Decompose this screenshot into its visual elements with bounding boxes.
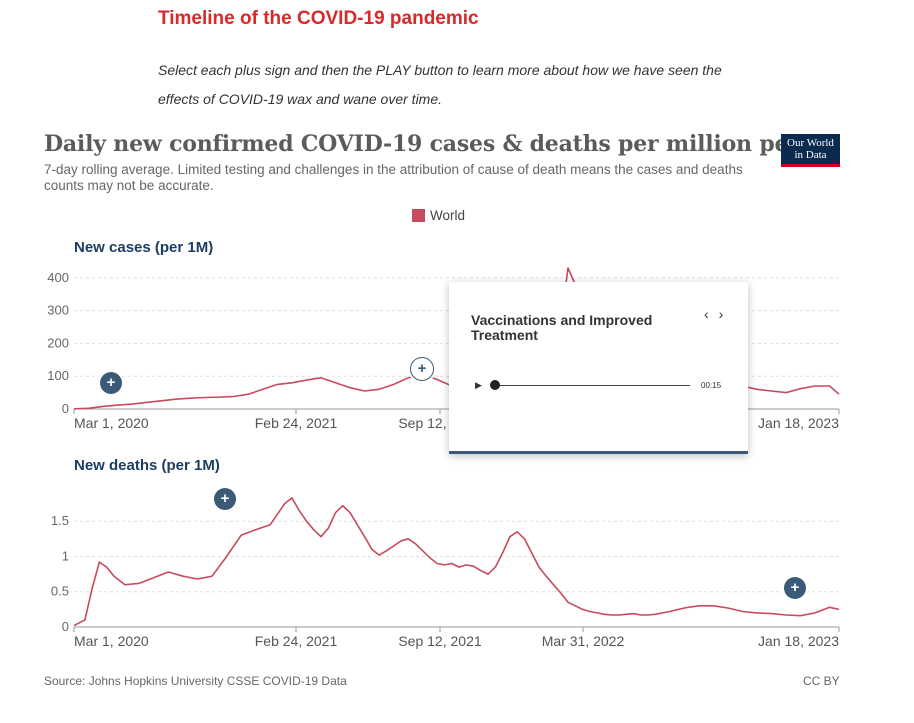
chart-subtitle: 7-day rolling average. Limited testing a… [44, 162, 743, 193]
legend-swatch-world [412, 209, 425, 222]
play-button[interactable]: ▶ [475, 380, 482, 390]
audio-progress-track[interactable] [495, 385, 690, 386]
x-tick-label: Sep 12, 2021 [398, 633, 482, 649]
audio-scrubber-handle[interactable] [490, 380, 500, 390]
y-tick-label: 300 [47, 303, 69, 318]
x-tick-label: Feb 24, 2021 [255, 633, 338, 649]
x-tick-label: Mar 1, 2020 [74, 633, 149, 649]
hotspot-plus-button-1[interactable]: + [100, 372, 122, 394]
series-line-world [73, 497, 840, 627]
popup-title: Vaccinations and Improved Treatment [471, 312, 653, 343]
y-tick-label: 200 [47, 335, 69, 350]
info-popup: Vaccinations and Improved Treatment ‹ › … [449, 282, 748, 454]
hotspot-plus-button-4[interactable]: + [784, 577, 806, 599]
license-link[interactable]: CC BY [803, 674, 840, 688]
y-tick-label: 0 [62, 401, 69, 416]
source-note: Source: Johns Hopkins University CSSE CO… [44, 674, 347, 688]
deaths-panel-title: New deaths (per 1M) [74, 457, 220, 474]
y-tick-label: 0.5 [51, 584, 69, 599]
popup-nav: ‹ › [704, 306, 729, 322]
legend[interactable]: World [412, 208, 465, 223]
x-tick-label: Mar 1, 2020 [74, 415, 149, 431]
audio-time: 00:15 [701, 381, 722, 390]
x-tick-label: Jan 18, 2023 [758, 633, 839, 649]
y-tick-label: 1 [62, 548, 69, 563]
chart-title: Daily new confirmed COVID-19 cases & dea… [44, 131, 840, 157]
logo-line-2: in Data [794, 149, 827, 161]
x-tick-label: Jan 18, 2023 [758, 415, 839, 431]
x-tick-label: Feb 24, 2021 [255, 415, 338, 431]
next-arrow-icon[interactable]: › [718, 306, 724, 322]
y-tick-label: 1.5 [51, 513, 69, 528]
page-heading: Timeline of the COVID-19 pandemic [158, 8, 479, 29]
legend-label-world: World [430, 208, 466, 223]
y-tick-label: 0 [62, 619, 69, 634]
x-tick-label: Mar 31, 2022 [542, 633, 625, 649]
hotspot-plus-button-3[interactable]: + [214, 488, 236, 510]
cases-panel-title: New cases (per 1M) [74, 239, 214, 256]
owid-logo[interactable]: Our World in Data [781, 134, 840, 167]
hotspot-plus-button-2[interactable]: + [410, 357, 434, 381]
logo-line-1: Our World [787, 137, 834, 149]
y-tick-label: 100 [47, 368, 69, 383]
prev-arrow-icon[interactable]: ‹ [704, 306, 709, 322]
intro-text: Select each plus sign and then the PLAY … [158, 62, 722, 107]
y-tick-label: 400 [47, 270, 69, 285]
